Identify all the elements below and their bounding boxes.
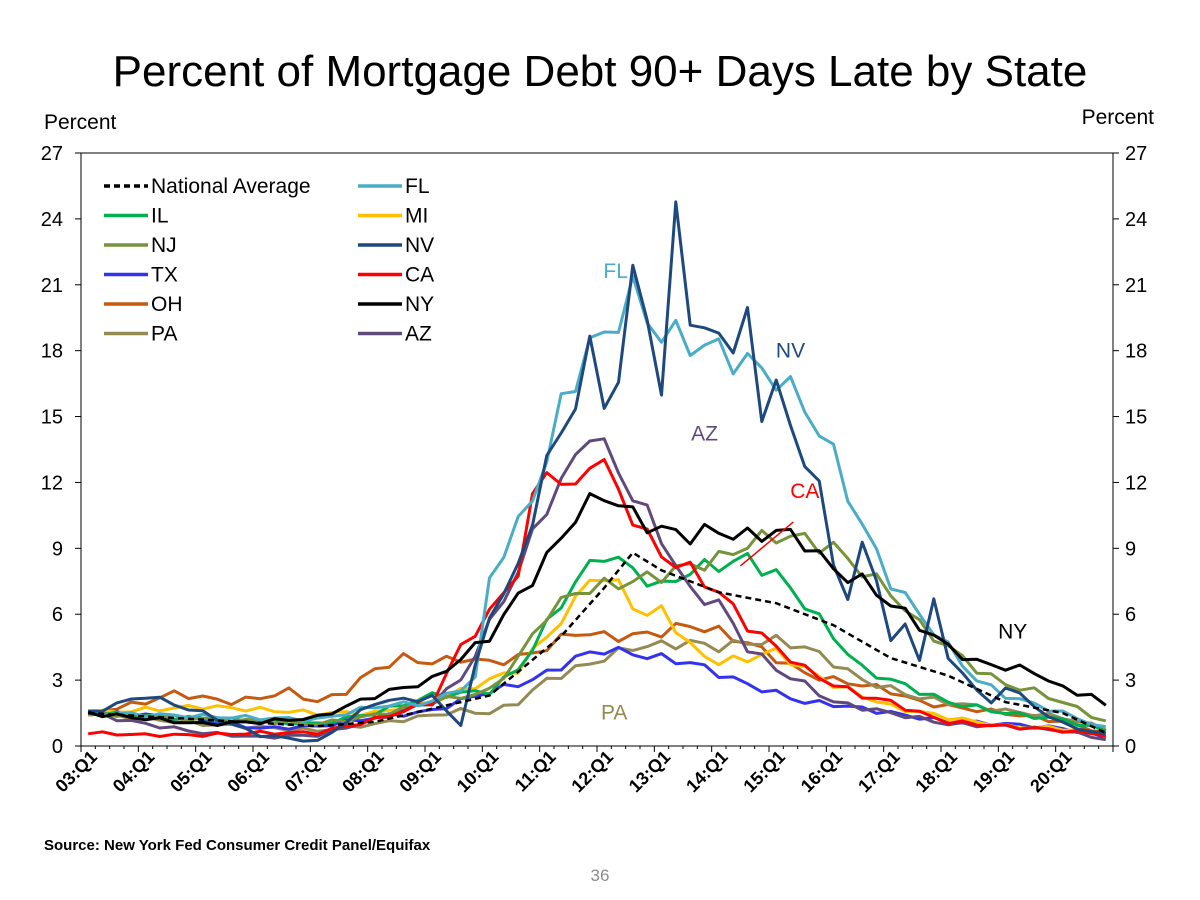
x-tick-label: 05:Q1 xyxy=(166,747,216,797)
chart-title: Percent of Mortgage Debt 90+ Days Late b… xyxy=(112,47,1088,96)
y-tick-label-right: 18 xyxy=(1125,341,1147,363)
y-tick-label-left: 18 xyxy=(41,341,63,363)
source-note: Source: New York Fed Consumer Credit Pan… xyxy=(44,837,431,854)
y-tick-label-right: 15 xyxy=(1125,407,1147,429)
series-line-fl xyxy=(87,274,1107,729)
series-line-national-average xyxy=(88,551,1107,734)
legend-label: PA xyxy=(151,323,177,346)
legend-label: OH xyxy=(151,293,183,316)
series-line-mi xyxy=(87,578,1107,738)
legend-label: AZ xyxy=(405,323,432,346)
legend-label: FL xyxy=(405,175,430,198)
x-tick-label: 12:Q1 xyxy=(567,747,617,797)
x-tick-label: 17:Q1 xyxy=(854,747,904,797)
y-tick-label-right: 27 xyxy=(1125,143,1147,165)
annotation-label-az: AZ xyxy=(691,423,718,446)
annotation-label-ca: CA xyxy=(790,480,819,503)
y-tick-label-right: 6 xyxy=(1125,604,1136,626)
legend-label: MI xyxy=(405,205,428,228)
y-tick-label-left: 3 xyxy=(52,670,63,692)
x-tick-label: 04:Q1 xyxy=(109,747,159,797)
x-tick-label: 10:Q1 xyxy=(453,747,503,797)
series-line-az xyxy=(88,437,1107,742)
y-tick-label-right: 21 xyxy=(1125,275,1147,297)
x-tick-label: 18:Q1 xyxy=(911,747,961,797)
annotation-label-fl: FL xyxy=(603,260,628,283)
y-tick-label-left: 21 xyxy=(41,275,63,297)
y-tick-label-left: 6 xyxy=(52,604,63,626)
y-tick-label-right: 3 xyxy=(1125,670,1136,692)
legend-label: NJ xyxy=(151,234,177,257)
legend-label: CA xyxy=(405,264,434,287)
legend-label: IL xyxy=(151,205,169,228)
legend-label: National Average xyxy=(151,175,311,198)
right-axis-unit-label: Percent xyxy=(1081,106,1154,129)
y-tick-label-left: 15 xyxy=(41,407,63,429)
series-line-ca xyxy=(87,458,1107,738)
page-number: 36 xyxy=(590,866,610,885)
series-line-nv xyxy=(88,200,1107,743)
x-tick-label: 14:Q1 xyxy=(682,747,732,797)
x-tick-label: 08:Q1 xyxy=(338,747,388,797)
x-tick-label: 16:Q1 xyxy=(797,747,847,797)
y-tick-label-right: 24 xyxy=(1125,209,1147,231)
left-axis-unit-label: Percent xyxy=(44,111,117,134)
y-tick-label-right: 0 xyxy=(1125,736,1136,758)
annotation-label-nv: NV xyxy=(776,339,805,362)
y-tick-label-left: 24 xyxy=(41,209,63,231)
x-tick-label: 11:Q1 xyxy=(511,747,560,796)
legend-label: NY xyxy=(405,293,434,316)
x-tick-label: 15:Q1 xyxy=(739,747,789,797)
annotation-label-pa: PA xyxy=(601,702,627,725)
y-tick-label-left: 9 xyxy=(52,538,63,560)
y-tick-label-left: 27 xyxy=(41,143,63,165)
y-tick-label-right: 12 xyxy=(1125,472,1147,494)
x-tick-label: 13:Q1 xyxy=(625,747,675,797)
x-tick-label: 06:Q1 xyxy=(223,747,273,797)
y-tick-label-left: 0 xyxy=(52,736,63,758)
legend-label: TX xyxy=(151,264,178,287)
y-tick-label-right: 9 xyxy=(1125,538,1136,560)
ca-leader-line xyxy=(739,521,794,567)
x-tick-label: 20:Q1 xyxy=(1026,747,1076,797)
annotation-label-ny: NY xyxy=(998,620,1027,643)
y-tick-label-left: 12 xyxy=(41,472,63,494)
series-line-oh xyxy=(88,621,1106,733)
legend-label: NV xyxy=(405,234,434,257)
series-line-ny xyxy=(87,492,1107,727)
x-tick-label: 09:Q1 xyxy=(395,747,445,797)
x-tick-label: 19:Q1 xyxy=(969,747,1019,797)
x-tick-label: 07:Q1 xyxy=(281,747,331,797)
